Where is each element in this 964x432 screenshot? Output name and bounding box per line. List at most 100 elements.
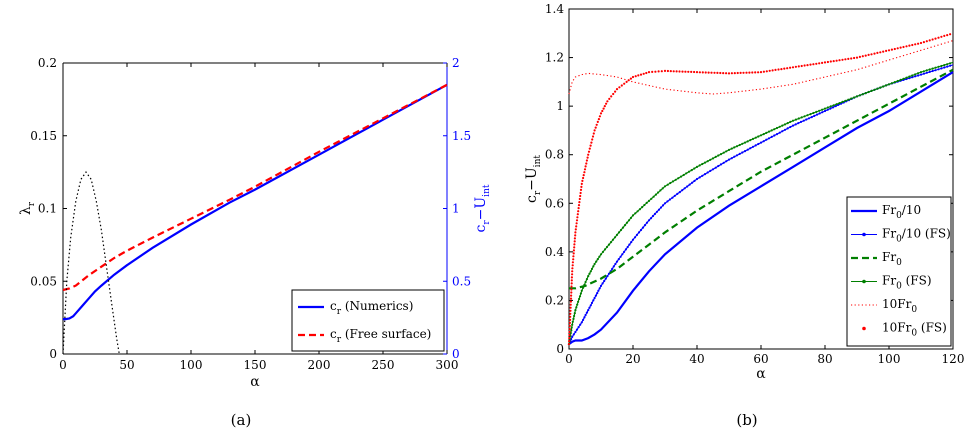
- series-marker-3: [797, 117, 800, 120]
- series-marker-5: [627, 79, 630, 82]
- series-marker-5: [573, 237, 577, 240]
- series-marker-5: [949, 33, 952, 36]
- series-line-0: [63, 83, 448, 321]
- x-axis-label: α: [250, 374, 260, 390]
- series-marker-1: [596, 292, 599, 295]
- series-marker-1: [937, 68, 940, 71]
- series-marker-5: [597, 118, 601, 121]
- series-marker-5: [812, 63, 815, 66]
- series-marker-5: [847, 57, 850, 61]
- series-marker-3: [870, 89, 873, 92]
- series-marker-5: [592, 132, 595, 135]
- series-marker-3: [931, 67, 934, 70]
- series-marker-1: [733, 155, 736, 158]
- series-marker-3: [709, 158, 712, 161]
- series-marker-5: [727, 72, 731, 75]
- series-marker-3: [693, 167, 696, 170]
- series-marker-5: [571, 270, 574, 273]
- series-marker-1: [590, 301, 594, 304]
- series-marker-5: [666, 69, 670, 73]
- series-marker-3: [570, 326, 573, 329]
- series-marker-1: [735, 154, 739, 157]
- series-marker-3: [925, 69, 928, 72]
- series-marker-5: [568, 327, 571, 331]
- series-marker-5: [577, 204, 581, 207]
- series-marker-5: [850, 57, 853, 60]
- series-marker-3: [832, 104, 835, 107]
- series-marker-5: [580, 182, 583, 185]
- series-marker-5: [669, 70, 672, 73]
- series-marker-1: [807, 117, 811, 120]
- series-marker-3: [861, 93, 864, 96]
- series-marker-5: [631, 75, 635, 79]
- series-marker-1: [730, 157, 733, 160]
- series-marker-1: [683, 187, 686, 190]
- series-marker-5: [651, 70, 654, 73]
- series-marker-3: [605, 245, 609, 249]
- series-marker-3: [847, 98, 850, 101]
- legend-label: cr (Numerics): [330, 299, 413, 317]
- series-marker-1: [946, 65, 949, 68]
- series-marker-1: [783, 128, 787, 131]
- series-marker-5: [867, 53, 870, 57]
- series-marker-3: [783, 123, 787, 126]
- series-marker-5: [809, 63, 812, 66]
- series-marker-1: [641, 226, 645, 229]
- series-marker-5: [803, 64, 806, 67]
- series-marker-3: [803, 115, 806, 118]
- series-marker-3: [598, 255, 601, 258]
- legend-label: Fr0: [882, 250, 902, 268]
- series-marker-5: [783, 67, 786, 70]
- series-marker-3: [887, 83, 891, 86]
- series-marker-3: [896, 79, 899, 83]
- series-marker-5: [946, 34, 949, 37]
- series-marker-1: [612, 265, 615, 268]
- series-marker-3: [572, 317, 575, 320]
- series-marker-5: [568, 333, 571, 337]
- series-marker-5: [568, 321, 572, 324]
- series-marker-1: [757, 142, 760, 146]
- series-marker-3: [576, 303, 579, 306]
- legend-marker: [862, 326, 866, 331]
- series-marker-5: [893, 47, 896, 51]
- series-marker-5: [642, 72, 645, 75]
- series-marker-3: [922, 70, 926, 73]
- series-marker-1: [823, 109, 827, 113]
- y-right-tick-label: 0: [452, 347, 460, 361]
- series-marker-1: [589, 304, 592, 307]
- series-marker-5: [736, 71, 739, 75]
- series-marker-5: [870, 53, 873, 56]
- series-marker-5: [855, 56, 859, 59]
- series-marker-3: [687, 170, 691, 173]
- series-marker-3: [615, 233, 619, 236]
- series-marker-1: [630, 241, 633, 244]
- series-marker-1: [714, 166, 717, 169]
- legend-label: 10Fr0 (FS): [882, 321, 947, 339]
- series-marker-3: [826, 106, 830, 109]
- series-marker-1: [754, 144, 757, 147]
- series-marker-3: [593, 262, 596, 266]
- series-marker-1: [678, 191, 681, 194]
- series-marker-5: [595, 123, 598, 126]
- series-marker-1: [604, 277, 607, 280]
- x-tick-label: 60: [753, 352, 768, 366]
- series-line-0: [568, 71, 954, 345]
- y-right-tick-label: 2: [452, 56, 460, 70]
- series-marker-1: [671, 196, 674, 199]
- series-marker-5: [654, 70, 657, 73]
- series-marker-1: [701, 174, 704, 177]
- series-marker-5: [698, 71, 702, 74]
- series-marker-1: [615, 260, 619, 263]
- series-marker-3: [663, 185, 667, 188]
- series-marker-5: [754, 71, 757, 74]
- y-tick-label: 0.05: [30, 274, 57, 288]
- series-marker-1: [781, 130, 784, 133]
- series-marker-3: [657, 191, 660, 194]
- series-marker-1: [579, 323, 582, 326]
- series-marker-3: [765, 131, 768, 134]
- series-marker-3: [735, 145, 739, 148]
- series-marker-3: [738, 143, 741, 147]
- series-marker-1: [649, 217, 653, 220]
- series-marker-5: [751, 71, 754, 74]
- series-marker-3: [800, 116, 803, 119]
